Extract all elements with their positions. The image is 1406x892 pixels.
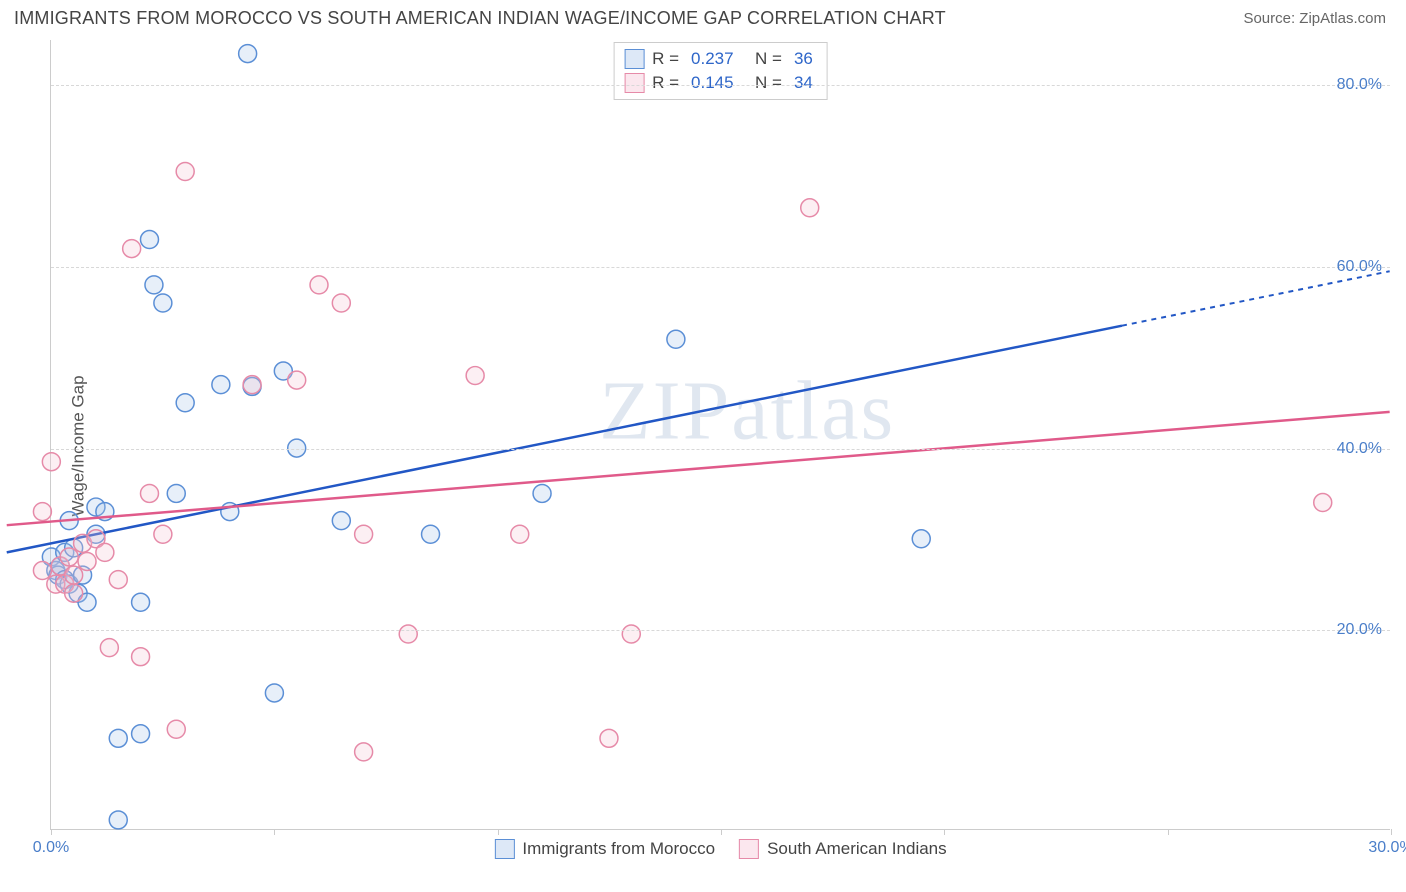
legend-n-label: N =	[746, 49, 782, 69]
trend-line	[7, 326, 1122, 553]
legend-r-value: 0.145	[691, 73, 734, 93]
data-point	[176, 394, 194, 412]
legend-n-value: 36	[794, 49, 813, 69]
data-point	[243, 376, 261, 394]
data-point	[109, 811, 127, 829]
legend-series-label: Immigrants from Morocco	[522, 839, 715, 859]
scatter-plot-svg	[51, 40, 1390, 829]
x-tick	[944, 829, 945, 835]
gridline	[51, 449, 1390, 450]
data-point	[667, 330, 685, 348]
data-point	[355, 525, 373, 543]
data-point	[65, 566, 83, 584]
series-legend: Immigrants from Morocco South American I…	[494, 839, 946, 859]
legend-series-item: Immigrants from Morocco	[494, 839, 715, 859]
gridline	[51, 85, 1390, 86]
data-point	[33, 562, 51, 580]
data-point	[176, 163, 194, 181]
x-tick-label: 30.0%	[1368, 839, 1406, 857]
data-point	[466, 367, 484, 385]
legend-r-label: R =	[652, 73, 679, 93]
data-point	[1314, 494, 1332, 512]
legend-swatch	[624, 73, 644, 93]
legend-series-label: South American Indians	[767, 839, 947, 859]
data-point	[145, 276, 163, 294]
data-point	[132, 725, 150, 743]
data-point	[622, 625, 640, 643]
data-point	[332, 512, 350, 530]
legend-n-value: 34	[794, 73, 813, 93]
data-point	[33, 503, 51, 521]
gridline	[51, 267, 1390, 268]
data-point	[42, 453, 60, 471]
trend-line	[7, 412, 1390, 525]
correlation-legend: R = 0.237 N = 36 R = 0.145 N = 34	[613, 42, 828, 100]
data-point	[422, 525, 440, 543]
legend-swatch	[494, 839, 514, 859]
data-point	[78, 552, 96, 570]
data-point	[96, 543, 114, 561]
data-point	[132, 648, 150, 666]
trend-line-extrapolated	[1122, 271, 1390, 325]
data-point	[912, 530, 930, 548]
legend-swatch	[624, 49, 644, 69]
data-point	[141, 231, 159, 249]
y-tick-label: 60.0%	[1337, 258, 1382, 276]
data-point	[123, 240, 141, 258]
legend-swatch	[739, 839, 759, 859]
legend-n-label: N =	[746, 73, 782, 93]
data-point	[141, 484, 159, 502]
data-point	[60, 548, 78, 566]
data-point	[399, 625, 417, 643]
x-tick-label: 0.0%	[33, 839, 69, 857]
data-point	[511, 525, 529, 543]
data-point	[533, 484, 551, 502]
legend-r-label: R =	[652, 49, 679, 69]
data-point	[109, 729, 127, 747]
x-tick	[274, 829, 275, 835]
data-point	[288, 371, 306, 389]
data-point	[801, 199, 819, 217]
data-point	[154, 294, 172, 312]
x-tick	[498, 829, 499, 835]
data-point	[167, 720, 185, 738]
x-tick	[1391, 829, 1392, 835]
data-point	[600, 729, 618, 747]
data-point	[212, 376, 230, 394]
data-point	[265, 684, 283, 702]
data-point	[310, 276, 328, 294]
data-point	[65, 584, 83, 602]
chart-title: IMMIGRANTS FROM MOROCCO VS SOUTH AMERICA…	[14, 8, 946, 29]
legend-stat-row: R = 0.145 N = 34	[624, 71, 817, 95]
y-tick-label: 20.0%	[1337, 621, 1382, 639]
legend-r-value: 0.237	[691, 49, 734, 69]
legend-series-item: South American Indians	[739, 839, 947, 859]
x-tick	[1168, 829, 1169, 835]
data-point	[109, 571, 127, 589]
data-point	[239, 45, 257, 63]
data-point	[132, 593, 150, 611]
data-point	[154, 525, 172, 543]
x-tick	[51, 829, 52, 835]
chart-plot-area: ZIPatlas R = 0.237 N = 36 R = 0.145 N = …	[50, 40, 1390, 830]
legend-stat-row: R = 0.237 N = 36	[624, 47, 817, 71]
chart-source: Source: ZipAtlas.com	[1243, 10, 1386, 27]
x-tick	[721, 829, 722, 835]
y-tick-label: 80.0%	[1337, 76, 1382, 94]
data-point	[100, 639, 118, 657]
chart-header: IMMIGRANTS FROM MOROCCO VS SOUTH AMERICA…	[0, 0, 1406, 33]
data-point	[332, 294, 350, 312]
y-tick-label: 40.0%	[1337, 440, 1382, 458]
data-point	[167, 484, 185, 502]
gridline	[51, 630, 1390, 631]
data-point	[355, 743, 373, 761]
